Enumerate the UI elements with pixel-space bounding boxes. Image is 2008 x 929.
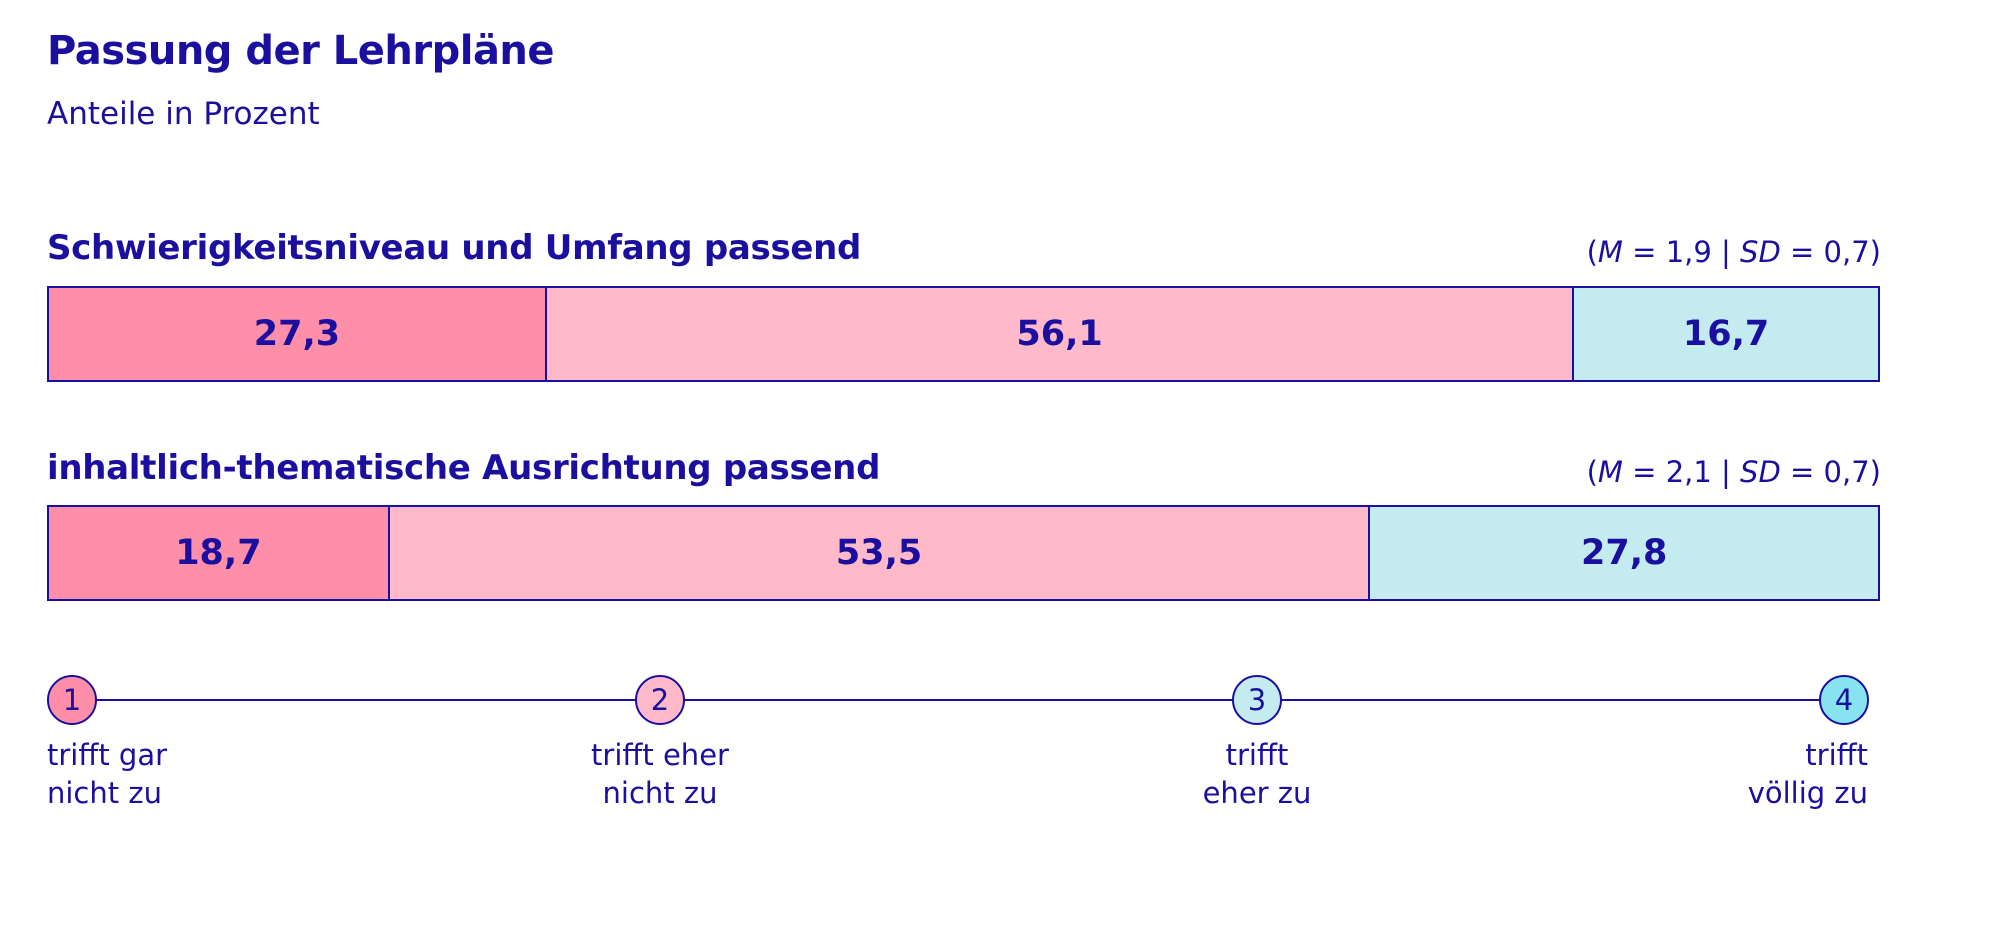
scale-label-line: trifft [1805, 738, 1868, 772]
scale-label-line: trifft [1225, 738, 1289, 772]
scale-line [72, 699, 1842, 701]
scale-label-line: nicht zu [47, 776, 162, 810]
stat-sd-label: SD [1740, 235, 1781, 269]
scale-label-line: nicht zu [602, 776, 718, 810]
stat-m-label: M [1597, 235, 1623, 269]
stacked-bar: 18,7 53,5 27,8 [47, 505, 1880, 601]
stat-m-label: M [1597, 455, 1623, 489]
row-stats: (M = 1,9 | SD = 0,7) [1586, 235, 1881, 269]
scale-point-4: 4 [1819, 675, 1869, 725]
bar-segment: 53,5 [387, 505, 1371, 601]
scale-point-1: 1 [47, 675, 97, 725]
row-label: inhaltlich-thematische Ausrichtung passe… [47, 448, 881, 488]
chart-subtitle: Anteile in Prozent [47, 96, 320, 132]
chart-title: Passung der Lehrpläne [47, 28, 555, 74]
row-stats: (M = 2,1 | SD = 0,7) [1586, 455, 1881, 489]
bar-segment: 27,8 [1368, 505, 1880, 601]
bar-segment: 16,7 [1572, 286, 1880, 382]
scale-label-line: trifft gar [47, 738, 168, 772]
stat-sd-value: 0,7 [1823, 235, 1870, 269]
scale-label-line: trifft eher [591, 738, 729, 772]
stat-sd-value: 0,7 [1823, 455, 1870, 489]
stacked-bar: 27,3 56,1 16,7 [47, 286, 1880, 382]
bar-segment: 27,3 [47, 286, 547, 382]
scale-label-line: völlig zu [1747, 776, 1868, 810]
scale-label-4: trifft völlig zu [1644, 736, 1868, 812]
scale-label-1: trifft gar nicht zu [47, 736, 167, 812]
scale-label-2: trifft eher nicht zu [560, 736, 760, 812]
stat-m-value: 2,1 [1665, 455, 1712, 489]
stat-sd-label: SD [1740, 455, 1781, 489]
bar-segment: 18,7 [47, 505, 390, 601]
scale-point-2: 2 [635, 675, 685, 725]
scale-label-line: eher zu [1202, 776, 1312, 810]
stat-m-value: 1,9 [1665, 235, 1712, 269]
row-label: Schwierigkeitsniveau und Umfang passend [47, 228, 862, 268]
scale-label-3: trifft eher zu [1157, 736, 1357, 812]
bar-segment: 56,1 [544, 286, 1575, 382]
scale-point-3: 3 [1232, 675, 1282, 725]
